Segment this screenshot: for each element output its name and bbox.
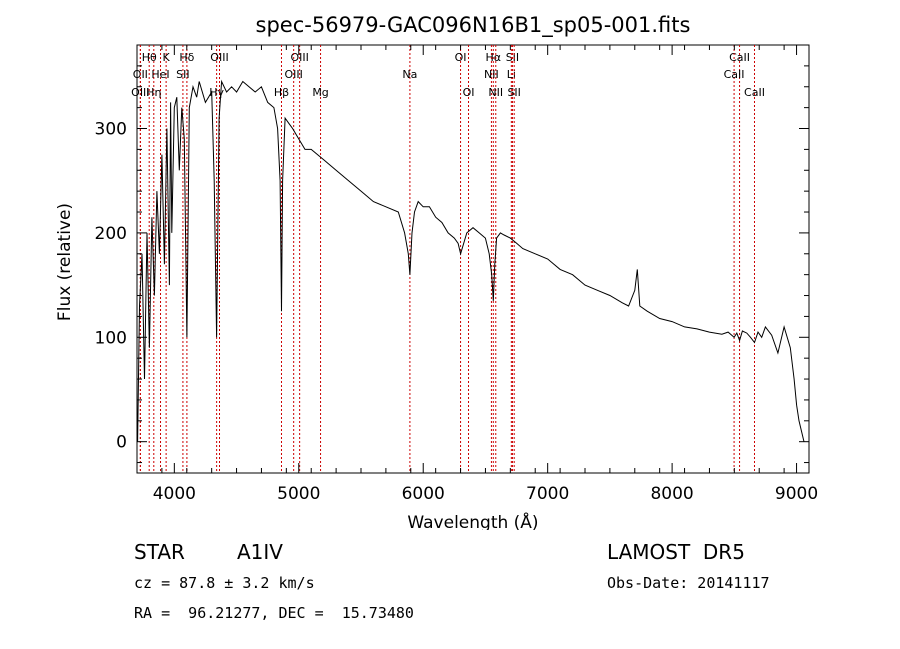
line-marker-label: CaII <box>729 51 750 64</box>
axis-ticks: 4000 5000 6000 7000 8000 9000 0 100 200 300 <box>95 45 818 504</box>
object-type: STAR <box>134 540 185 564</box>
y-tick-label: 100 <box>95 328 127 348</box>
x-tick-label: 4000 <box>153 484 196 504</box>
line-marker-label: OI <box>463 86 475 99</box>
subclass: A1IV <box>237 540 283 564</box>
line-marker-label: Hβ <box>274 86 289 99</box>
y-tick-label: 200 <box>95 224 127 244</box>
ra-dec: RA = 96.21277, DEC = 15.73480 <box>134 604 414 622</box>
line-marker-label: Hα <box>486 51 502 64</box>
line-marker-label: Na <box>402 68 417 81</box>
line-marker-label: SII <box>506 51 519 64</box>
line-marker-label: OIII <box>210 51 228 64</box>
line-marker-label: Hη <box>146 86 161 99</box>
y-tick-label: 0 <box>116 433 127 453</box>
line-marker-label: NII <box>484 68 499 81</box>
redshift-cz: cz = 87.8 ± 3.2 km/s <box>134 574 315 592</box>
obs-date: Obs-Date: 20141117 <box>607 574 770 592</box>
line-marker-label: Hδ <box>179 51 194 64</box>
line-marker-label: OIII <box>131 86 149 99</box>
line-marker-label: K <box>163 51 171 64</box>
line-marker-label: SII <box>507 86 520 99</box>
line-marker-label: OIII <box>290 51 308 64</box>
line-markers: HθOIIOIIIKHeIHηHδSIIHγOIIIHβOIIIOIIIMgNa… <box>131 45 765 473</box>
line-marker-label: OIII <box>284 68 302 81</box>
y-tick-label: 300 <box>95 120 127 140</box>
x-tick-label: 7000 <box>526 484 569 504</box>
x-tick-label: 5000 <box>277 484 320 504</box>
y-axis-label: Flux (relative) <box>55 203 75 321</box>
survey-name: LAMOST DR5 <box>607 540 745 564</box>
line-marker-label: SII <box>176 68 189 81</box>
line-marker-label: HeI <box>151 68 169 81</box>
x-tick-label: 6000 <box>402 484 445 504</box>
x-axis-label: Wavelength (Å) <box>407 511 538 530</box>
spectrum-line <box>137 79 805 442</box>
line-marker-label: Mg <box>312 86 328 99</box>
spectrum-chart: spec-56979-GAC096N16B1_sp05-001.fits Hθ O… <box>55 13 818 530</box>
line-marker-label: NII <box>488 86 503 99</box>
chart-title: spec-56979-GAC096N16B1_sp05-001.fits <box>256 13 691 38</box>
line-marker-label: CaII <box>744 86 765 99</box>
x-tick-label: 9000 <box>775 484 818 504</box>
x-tick-label: 8000 <box>650 484 693 504</box>
line-marker-label: Hθ <box>142 51 157 64</box>
line-marker-label: Li <box>507 68 516 81</box>
line-marker-label: CaII <box>724 68 745 81</box>
line-marker-label: OI <box>455 51 467 64</box>
plot-frame <box>136 44 810 474</box>
